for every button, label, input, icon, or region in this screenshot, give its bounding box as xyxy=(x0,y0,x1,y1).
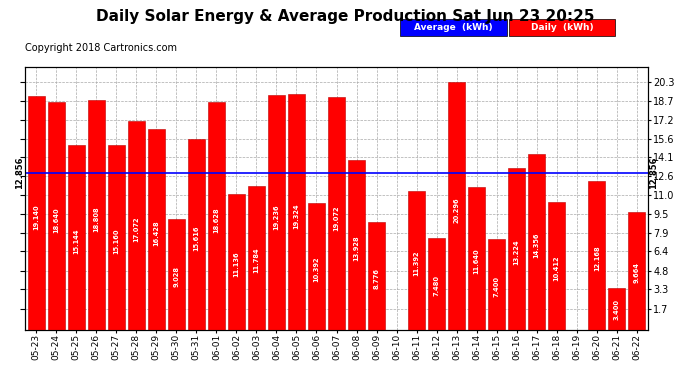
Text: 12.168: 12.168 xyxy=(594,246,600,271)
Text: 20.296: 20.296 xyxy=(453,198,460,223)
Text: 9.028: 9.028 xyxy=(173,266,179,287)
Bar xyxy=(48,102,65,330)
Bar xyxy=(308,203,325,330)
Bar xyxy=(428,238,445,330)
Bar xyxy=(408,190,425,330)
Bar xyxy=(448,82,465,330)
Text: 11.640: 11.640 xyxy=(473,249,480,274)
Text: 10.412: 10.412 xyxy=(554,256,560,281)
Text: 11.784: 11.784 xyxy=(253,248,259,273)
Bar xyxy=(228,194,245,330)
Bar xyxy=(108,144,125,330)
Text: 19.140: 19.140 xyxy=(33,205,39,230)
Bar xyxy=(529,154,545,330)
Bar xyxy=(168,219,185,330)
Bar xyxy=(348,160,365,330)
Text: 12.856: 12.856 xyxy=(649,156,658,189)
Text: 15.616: 15.616 xyxy=(193,225,199,251)
Text: Copyright 2018 Cartronics.com: Copyright 2018 Cartronics.com xyxy=(26,43,177,53)
Bar xyxy=(468,188,485,330)
Text: 12.856: 12.856 xyxy=(14,156,23,189)
Bar xyxy=(188,139,205,330)
Text: 9.664: 9.664 xyxy=(634,262,640,284)
Text: 15.160: 15.160 xyxy=(113,228,119,254)
Bar xyxy=(268,95,285,330)
Text: 17.072: 17.072 xyxy=(133,217,139,242)
Text: 11.136: 11.136 xyxy=(233,252,239,277)
Text: 8.776: 8.776 xyxy=(373,268,380,289)
Bar xyxy=(68,145,85,330)
Bar xyxy=(508,168,525,330)
Text: 10.392: 10.392 xyxy=(313,256,319,282)
Bar xyxy=(328,97,345,330)
Text: 13.928: 13.928 xyxy=(353,235,359,261)
Text: 18.628: 18.628 xyxy=(213,208,219,233)
Text: 16.428: 16.428 xyxy=(153,220,159,246)
Text: 7.400: 7.400 xyxy=(493,276,500,297)
Bar xyxy=(629,211,645,330)
Bar xyxy=(549,202,565,330)
Bar xyxy=(128,121,145,330)
Text: 18.640: 18.640 xyxy=(53,207,59,233)
Bar xyxy=(248,186,265,330)
Bar xyxy=(488,239,505,330)
Bar xyxy=(208,102,225,330)
Bar xyxy=(368,222,385,330)
Text: 19.324: 19.324 xyxy=(293,204,299,229)
Bar xyxy=(589,181,605,330)
Text: 3.400: 3.400 xyxy=(614,299,620,320)
Text: 18.808: 18.808 xyxy=(93,207,99,232)
Text: 15.144: 15.144 xyxy=(73,228,79,254)
Bar xyxy=(609,288,625,330)
Text: Average  (kWh): Average (kWh) xyxy=(415,22,493,32)
Text: 7.480: 7.480 xyxy=(433,275,440,296)
Text: Daily Solar Energy & Average Production Sat Jun 23 20:25: Daily Solar Energy & Average Production … xyxy=(96,9,594,24)
Text: 14.356: 14.356 xyxy=(533,233,540,258)
Text: Daily  (kWh): Daily (kWh) xyxy=(531,22,593,32)
Text: 11.392: 11.392 xyxy=(413,250,420,276)
Bar xyxy=(288,94,305,330)
Text: 19.072: 19.072 xyxy=(333,205,339,231)
Bar xyxy=(148,129,165,330)
Bar xyxy=(88,100,105,330)
Text: 13.224: 13.224 xyxy=(513,239,520,265)
Text: 19.236: 19.236 xyxy=(273,204,279,230)
Bar xyxy=(28,96,45,330)
